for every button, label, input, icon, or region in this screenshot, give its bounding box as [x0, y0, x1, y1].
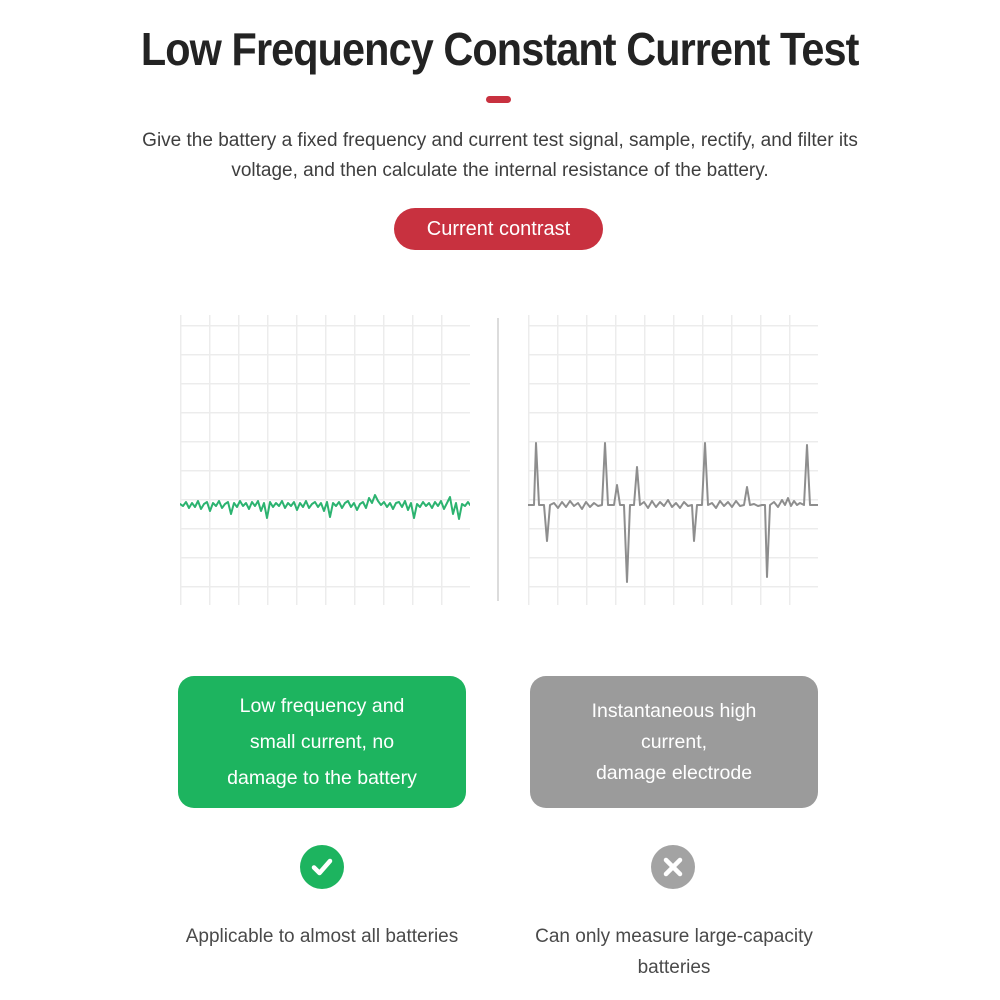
drawback-line-1: Instantaneous high [591, 699, 757, 722]
current-contrast-button[interactable]: Current contrast [394, 208, 603, 250]
drawback-line-3: damage electrode [595, 761, 753, 784]
cross-icon-glyph [663, 857, 683, 877]
description-line-1: Give the battery a fixed frequency and c… [142, 130, 858, 151]
left-caption-text: Applicable to almost all batteries [185, 926, 459, 947]
check-icon-glyph [311, 858, 333, 876]
low-frequency-benefit-box: Low frequency and small current, no dama… [178, 676, 466, 808]
page-title-text: Low Frequency Constant Current Test [141, 23, 860, 75]
right-caption: Can only measure large-capacity batterie… [514, 921, 834, 983]
low-frequency-waveform-chart [180, 315, 470, 605]
benefit-line-3: damage to the battery [227, 767, 417, 789]
high-current-drawback-box: Instantaneous high current, damage elect… [530, 676, 818, 808]
right-caption-line-1: Can only measure large-capacity [535, 926, 813, 947]
cross-icon [651, 845, 695, 889]
chart-divider [497, 318, 499, 601]
description-paragraph: Give the battery a fixed frequency and c… [50, 126, 950, 186]
description-line-2: voltage, and then calculate the internal… [231, 160, 769, 181]
check-icon [300, 845, 344, 889]
title-accent-dash [486, 96, 511, 103]
page-title: Low Frequency Constant Current Test [0, 22, 1000, 76]
drawback-line-2: current, [640, 730, 708, 753]
right-caption-line-2: batteries [637, 957, 711, 978]
high-current-waveform-chart [528, 315, 818, 605]
benefit-line-1: Low frequency and [239, 695, 405, 717]
left-caption: Applicable to almost all batteries [162, 921, 482, 952]
benefit-line-2: small current, no [249, 731, 395, 753]
